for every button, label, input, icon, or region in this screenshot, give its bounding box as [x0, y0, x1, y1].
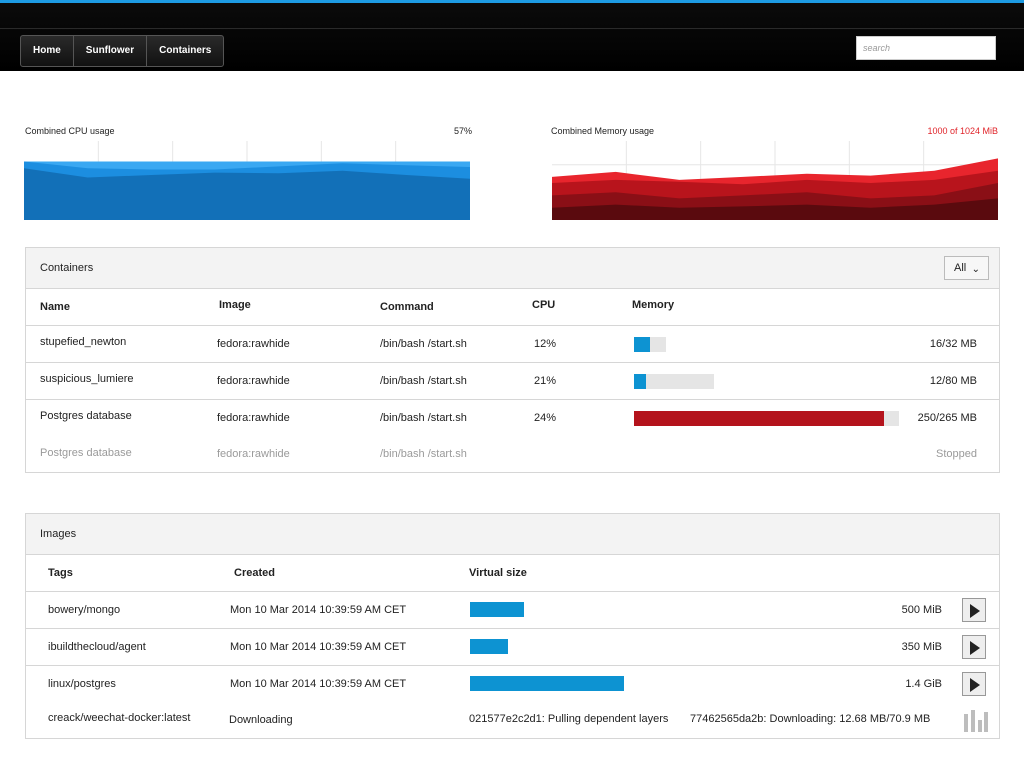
container-image: fedora:rawhide: [217, 412, 290, 424]
col-image: Image: [219, 299, 251, 311]
main-nav: Home Sunflower Containers: [20, 35, 225, 67]
image-created: Mon 10 Mar 2014 10:39:59 AM CET: [230, 641, 407, 653]
virtual-size-bar: [470, 676, 624, 691]
container-command: /bin/bash /start.sh: [380, 448, 467, 460]
virtual-size-bar: [470, 639, 508, 654]
container-memory-text: 16/32 MB: [929, 338, 977, 350]
play-icon: [970, 641, 980, 655]
nav-sunflower[interactable]: Sunflower: [74, 36, 148, 66]
containers-panel-header: Containers All ⌄: [26, 248, 999, 289]
container-command: /bin/bash /start.sh: [380, 412, 467, 424]
container-status: Stopped: [936, 448, 977, 460]
play-icon: [970, 604, 980, 618]
play-icon: [970, 678, 980, 692]
container-name: stupefied_newton: [40, 336, 127, 348]
memory-bar: [634, 337, 666, 352]
memory-usage-chart: [552, 141, 998, 220]
container-cpu: 24%: [534, 412, 557, 424]
run-image-button[interactable]: [962, 672, 986, 696]
container-image: fedora:rawhide: [217, 375, 290, 387]
images-panel: Images Tags Created Virtual size bowery/…: [25, 513, 1000, 739]
filter-dropdown[interactable]: All ⌄: [944, 256, 989, 280]
nav-containers[interactable]: Containers: [159, 45, 212, 56]
memory-bar-fill: [634, 374, 646, 389]
nav-home[interactable]: Home: [21, 36, 74, 66]
images-panel-header: Images: [26, 514, 999, 555]
container-command: /bin/bash /start.sh: [380, 375, 467, 387]
container-memory-text: 12/80 MB: [929, 375, 977, 387]
table-row[interactable]: ibuildthecloud/agent Mon 10 Mar 2014 10:3…: [26, 629, 999, 666]
containers-title: Containers: [40, 262, 94, 274]
container-command: /bin/bash /start.sh: [380, 338, 467, 350]
image-tag: linux/postgres: [48, 678, 116, 690]
container-name: Postgres database: [40, 410, 132, 422]
table-row[interactable]: Postgres database fedora:rawhide /bin/ba…: [26, 436, 999, 472]
container-name: Postgres database: [40, 447, 132, 459]
table-row[interactable]: stupefied_newton fedora:rawhide/bin/bash …: [26, 326, 999, 363]
image-size-text: 500 MiB: [901, 604, 942, 616]
run-image-button[interactable]: [962, 598, 986, 622]
col-created: Created: [234, 567, 275, 579]
memory-bar: [634, 411, 899, 426]
run-image-button[interactable]: [962, 635, 986, 659]
search-input[interactable]: [856, 36, 996, 60]
col-cpu: CPU: [532, 299, 556, 311]
image-size-text: 350 MiB: [901, 641, 942, 653]
download-layer-1: 021577e2c2d1: Pulling dependent layers: [469, 713, 669, 725]
top-accent-stripe: [0, 0, 1024, 3]
memory-bar-fill: [634, 337, 650, 352]
image-tag: creack/weechat-docker:latest: [48, 712, 191, 724]
chart-area-series: [552, 198, 998, 220]
containers-panel: Containers All ⌄ Name Image Command CPU …: [25, 247, 1000, 473]
table-row[interactable]: Postgres database fedora:rawhide/bin/bash…: [26, 400, 999, 436]
cpu-chart-label: Combined CPU usage: [25, 126, 115, 136]
col-tags: Tags: [48, 567, 73, 579]
col-virtual-size: Virtual size: [469, 567, 527, 579]
containers-header-row: Name Image Command CPU Memory: [26, 289, 999, 326]
table-row[interactable]: suspicious_lumiere fedora:rawhide/bin/bas…: [26, 363, 999, 400]
container-cpu: 12%: [534, 338, 557, 350]
virtual-size-bar: [470, 602, 524, 617]
memory-chart-value: 1000 of 1024 MiB: [927, 126, 998, 136]
container-image: fedora:rawhide: [217, 338, 290, 350]
images-header-row: Tags Created Virtual size: [26, 555, 999, 592]
memory-chart-label: Combined Memory usage: [551, 126, 655, 136]
memory-bar-fill: [634, 411, 884, 426]
col-command: Command: [380, 301, 434, 313]
filter-value: All: [954, 262, 967, 274]
download-layer-2: 77462565da2b: Downloading: 12.68 MB/70.9…: [690, 713, 931, 725]
progress-icon: [964, 710, 988, 732]
container-image: fedora:rawhide: [217, 448, 290, 460]
table-row[interactable]: linux/postgres Mon 10 Mar 2014 10:39:59 A…: [26, 666, 999, 702]
col-name: Name: [40, 301, 70, 313]
table-row[interactable]: creack/weechat-docker:latest Downloading…: [26, 702, 999, 738]
col-memory: Memory: [632, 299, 675, 311]
image-created: Mon 10 Mar 2014 10:39:59 AM CET: [230, 678, 407, 690]
container-cpu: 21%: [534, 375, 557, 387]
image-status: Downloading: [229, 714, 293, 726]
image-tag: bowery/mongo: [48, 604, 121, 616]
image-tag: ibuildthecloud/agent: [48, 641, 146, 653]
image-created: Mon 10 Mar 2014 10:39:59 AM CET: [230, 604, 407, 616]
chevron-down-icon: ⌄: [971, 264, 980, 275]
cpu-chart-value: 57%: [453, 126, 472, 136]
images-title: Images: [40, 528, 77, 540]
container-memory-text: 250/265 MB: [917, 412, 977, 424]
container-name: suspicious_lumiere: [40, 373, 134, 385]
memory-bar: [634, 374, 714, 389]
cpu-usage-chart: [24, 141, 470, 220]
chart-area-series: [24, 168, 470, 220]
image-size-text: 1.4 GiB: [905, 678, 942, 690]
table-row[interactable]: bowery/mongo Mon 10 Mar 2014 10:39:59 AM …: [26, 592, 999, 629]
